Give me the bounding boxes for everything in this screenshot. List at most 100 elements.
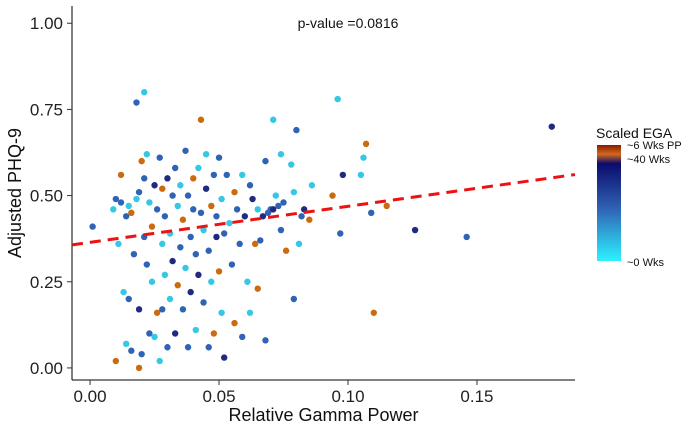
- data-point: [164, 175, 171, 182]
- data-point: [112, 195, 120, 203]
- data-point: [236, 240, 243, 248]
- data-point: [463, 233, 470, 241]
- data-point: [270, 116, 277, 123]
- data-point: [202, 185, 210, 192]
- data-point: [161, 213, 169, 220]
- data-point: [197, 209, 205, 217]
- data-point: [151, 182, 158, 189]
- data-point: [177, 182, 184, 189]
- data-point: [290, 295, 298, 303]
- data-point: [241, 213, 249, 220]
- data-point: [184, 344, 192, 351]
- data-point: [159, 306, 166, 313]
- data-point: [251, 240, 259, 248]
- data-point: [122, 213, 130, 220]
- data-point: [254, 206, 261, 213]
- data-point: [190, 175, 197, 182]
- y-tick-label: 1.00: [30, 14, 63, 33]
- data-point: [112, 357, 120, 365]
- data-point: [169, 192, 176, 199]
- data-point: [337, 230, 344, 237]
- data-point: [166, 295, 174, 303]
- data-point: [370, 309, 377, 316]
- data-point: [179, 216, 187, 223]
- x-tick-label: 0.15: [460, 387, 493, 406]
- data-point: [110, 206, 117, 213]
- data-point: [187, 233, 194, 241]
- data-point: [254, 285, 261, 292]
- color-legend: Scaled EGA ~6 Wks PP ~40 Wks ~0 Wks: [596, 125, 682, 269]
- data-point: [233, 206, 241, 213]
- data-point: [215, 154, 223, 161]
- data-point: [146, 330, 153, 337]
- data-point: [115, 240, 122, 248]
- data-point: [190, 206, 197, 213]
- data-point: [143, 151, 151, 158]
- data-point: [205, 247, 212, 254]
- data-point: [360, 154, 367, 161]
- legend-labels: ~6 Wks PP ~40 Wks ~0 Wks: [621, 140, 682, 269]
- data-point: [249, 195, 256, 203]
- data-point: [272, 192, 279, 199]
- x-ticks: 0.00 0.05 0.10 0.15: [74, 380, 494, 406]
- data-point: [210, 330, 218, 337]
- data-point: [164, 344, 171, 351]
- data-point: [89, 223, 96, 230]
- data-point: [202, 151, 210, 158]
- data-point: [192, 326, 200, 334]
- data-point: [213, 233, 220, 241]
- data-point: [159, 240, 166, 248]
- data-point: [141, 175, 148, 182]
- data-point: [128, 347, 135, 354]
- data-point: [213, 213, 220, 220]
- data-point: [138, 157, 145, 165]
- data-point: [290, 188, 298, 196]
- data-point: [244, 278, 251, 285]
- data-point: [383, 202, 390, 210]
- data-point: [171, 164, 179, 172]
- data-point: [210, 171, 218, 179]
- data-point: [280, 199, 287, 206]
- data-point: [182, 147, 189, 154]
- data-point: [239, 171, 246, 179]
- data-point: [220, 354, 228, 361]
- y-tick-label: 0.00: [30, 359, 63, 378]
- x-tick-label: 0.05: [202, 387, 235, 406]
- data-point: [223, 171, 230, 179]
- data-point: [125, 202, 132, 210]
- data-point: [362, 140, 370, 148]
- data-point: [192, 250, 200, 258]
- data-point: [226, 219, 233, 227]
- legend-label: ~0 Wks: [627, 257, 664, 269]
- data-point: [298, 213, 305, 220]
- data-point: [205, 344, 212, 351]
- data-point: [228, 261, 236, 268]
- data-point: [156, 154, 163, 161]
- data-point: [122, 340, 130, 348]
- data-point: [293, 126, 300, 134]
- data-point: [153, 309, 161, 316]
- legend-label: ~40 Wks: [627, 154, 671, 166]
- data-point: [135, 188, 143, 196]
- data-point: [138, 350, 145, 358]
- data-point: [148, 278, 156, 285]
- data-point: [120, 288, 127, 296]
- data-point: [161, 271, 169, 279]
- data-point: [148, 223, 156, 230]
- data-point: [195, 271, 202, 279]
- data-point: [277, 151, 285, 158]
- data-point: [208, 278, 215, 285]
- data-point: [262, 337, 269, 344]
- data-point: [197, 116, 205, 123]
- legend-colorbar: [597, 145, 621, 261]
- data-point: [257, 237, 264, 244]
- data-point: [246, 182, 254, 189]
- data-point: [133, 195, 140, 203]
- data-point: [159, 185, 166, 192]
- data-point: [143, 261, 151, 268]
- data-point: [141, 88, 148, 96]
- data-point: [125, 295, 132, 303]
- trend-line: [71, 173, 576, 247]
- x-tick-label: 0.00: [74, 387, 107, 406]
- data-point: [182, 264, 189, 272]
